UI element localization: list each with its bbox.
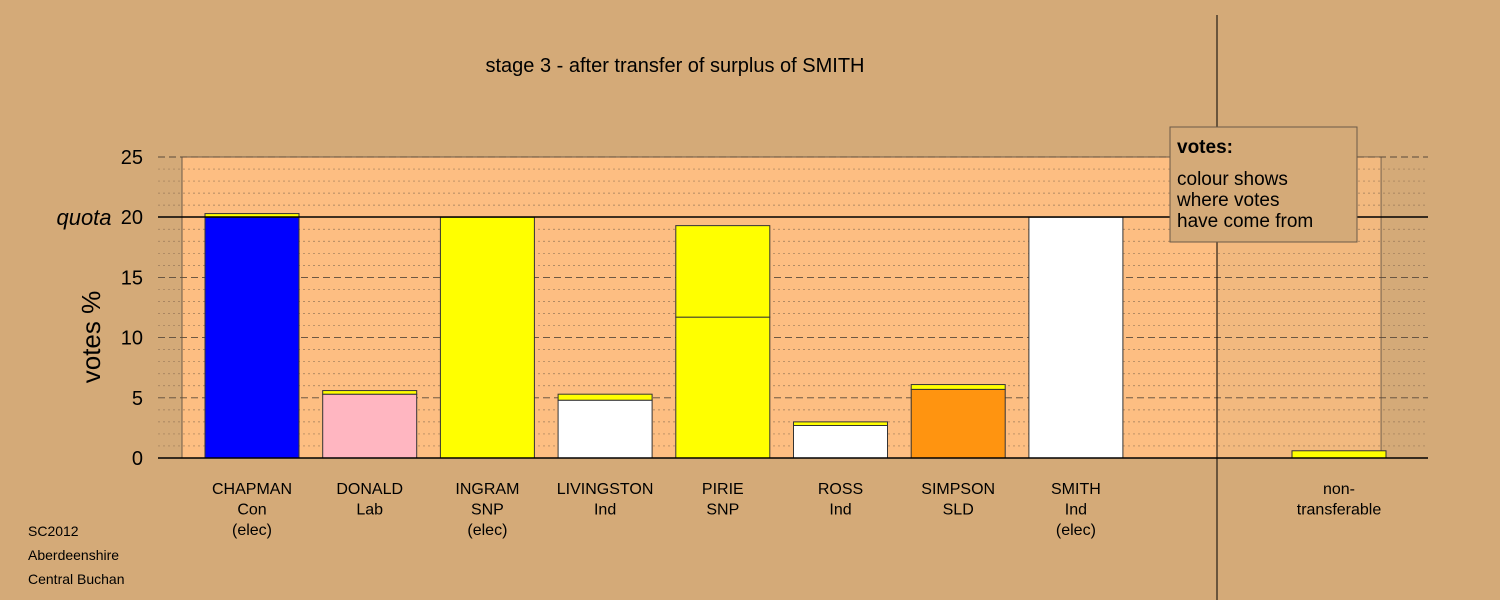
- y-axis-label: votes %: [76, 291, 106, 384]
- candidate-label-ross: ROSS: [818, 481, 863, 498]
- bar-segment-simpson: [910, 384, 1006, 390]
- chart-title: stage 3 - after transfer of surplus of S…: [485, 55, 864, 77]
- bar-segment-livingston: [557, 393, 653, 401]
- bar-segment-chapman: [204, 216, 300, 459]
- candidate-label-chapman: CHAPMAN: [212, 481, 292, 498]
- y-tick-label: 5: [132, 388, 143, 410]
- candidate-label-chapman: Con: [237, 502, 266, 519]
- bar-segment-smith: [1028, 216, 1124, 459]
- bar-segment-donald: [322, 393, 418, 459]
- legend-line: colour shows: [1177, 169, 1288, 190]
- candidate-label-ingram: (elec): [467, 522, 507, 539]
- bar-segment-nontransferable: [1291, 450, 1387, 459]
- source-line: Central Buchan: [28, 571, 125, 587]
- bar-segment-donald: [322, 390, 418, 395]
- y-tick-label: 0: [132, 448, 143, 470]
- y-tick-label: 25: [121, 147, 143, 169]
- candidate-labels: CHAPMAN Con (elec) DONALD Lab INGRAM SNP (elec)…: [212, 481, 1381, 539]
- candidate-label-ross: Ind: [829, 502, 851, 519]
- candidate-label-donald: DONALD: [336, 481, 403, 498]
- candidate-label-nontransferable: transferable: [1297, 502, 1382, 519]
- bar-segment-pirie: [675, 316, 771, 459]
- source-line: SC2012: [28, 523, 79, 539]
- legend-box: votes: colour shows where votes have com…: [1169, 126, 1358, 243]
- legend-line: have come from: [1177, 211, 1313, 232]
- candidate-label-pirie: PIRIE: [702, 481, 744, 498]
- candidate-label-donald: Lab: [356, 502, 383, 519]
- y-tick-label: 20: [121, 207, 143, 229]
- bar-segment-ingram: [439, 216, 535, 459]
- bar-segment-livingston: [557, 399, 653, 459]
- legend-line: where votes: [1176, 190, 1279, 211]
- bar-segment-pirie: [675, 225, 771, 318]
- bar-segment-ross: [793, 421, 888, 426]
- source-line: Aberdeenshire: [28, 547, 119, 563]
- candidate-label-livingston: LIVINGSTON: [557, 481, 654, 498]
- candidate-label-pirie: SNP: [706, 502, 739, 519]
- candidate-label-nontransferable: non-: [1323, 481, 1355, 498]
- candidate-label-smith: (elec): [1056, 522, 1096, 539]
- candidate-label-simpson: SIMPSON: [921, 481, 995, 498]
- y-tick-label: 10: [121, 328, 143, 350]
- candidate-label-simpson: SLD: [943, 502, 974, 519]
- candidate-label-ingram: SNP: [471, 502, 504, 519]
- bar-segment-ross: [793, 424, 888, 459]
- y-tick-label: 15: [121, 267, 143, 289]
- candidate-label-smith: SMITH: [1051, 481, 1101, 498]
- minor-gridlines: [158, 168, 1428, 447]
- bars: [204, 213, 1387, 459]
- quota-label: quota: [56, 205, 111, 230]
- candidate-label-chapman: (elec): [232, 522, 272, 539]
- candidate-label-smith: Ind: [1065, 502, 1087, 519]
- candidate-label-livingston: Ind: [594, 502, 616, 519]
- legend-heading: votes:: [1177, 137, 1233, 158]
- candidate-label-ingram: INGRAM: [455, 481, 519, 498]
- bar-segment-simpson: [910, 388, 1006, 459]
- y-axis-ticks: 0 5 10 15 20 25: [121, 147, 143, 470]
- source-note: SC2012 Aberdeenshire Central Buchan: [28, 523, 125, 587]
